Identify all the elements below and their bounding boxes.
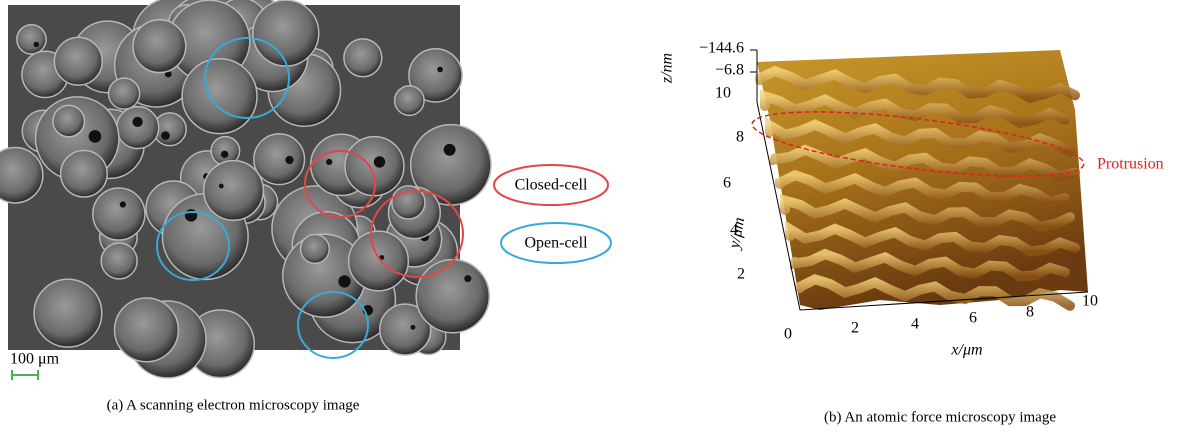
pore — [109, 78, 140, 109]
pore — [34, 279, 102, 347]
sem-image — [0, 0, 491, 378]
y-tick: 8 — [736, 129, 744, 146]
figure: Closed-cell Open-cell 100 μm (a) A scann… — [0, 0, 1195, 433]
z-tick: −144.6 — [699, 40, 744, 57]
x-tick: 6 — [969, 310, 977, 327]
pore — [204, 161, 264, 221]
caption-a: (a) A scanning electron microscopy image — [107, 397, 360, 413]
hole — [326, 159, 332, 165]
z-label: z/nm — [659, 53, 676, 84]
x-tick: 2 — [851, 320, 859, 337]
hole — [132, 117, 142, 127]
pore — [416, 260, 489, 333]
hole — [185, 209, 197, 221]
x-tick: 4 — [911, 316, 919, 333]
hole — [285, 156, 293, 164]
hole — [89, 130, 102, 143]
pore — [115, 298, 179, 362]
scale-bar — [12, 370, 38, 380]
hole — [120, 201, 126, 207]
hole — [374, 156, 385, 167]
scale-label: 100 μm — [10, 351, 60, 368]
hole — [338, 275, 350, 287]
pore — [53, 105, 84, 136]
pore — [300, 235, 329, 264]
pore — [61, 150, 108, 197]
legend-open: Open-cell — [524, 235, 588, 252]
hole — [219, 184, 224, 189]
pore — [253, 0, 319, 66]
pore — [54, 37, 102, 85]
pore — [93, 188, 145, 240]
y-tick: 4 — [730, 222, 738, 239]
hole — [410, 325, 415, 330]
pore — [117, 107, 159, 149]
hole — [437, 67, 443, 73]
pore — [344, 39, 382, 77]
hole — [34, 42, 39, 47]
legend-closed: Closed-cell — [515, 177, 588, 194]
hole — [464, 275, 471, 282]
annotation: Protrusion — [1097, 156, 1164, 173]
hole — [161, 131, 170, 140]
pore — [101, 243, 137, 279]
y-tick: 2 — [737, 266, 745, 283]
x-tick: 8 — [1026, 304, 1034, 321]
x-tick: 0 — [784, 326, 792, 343]
pore — [349, 231, 409, 291]
y-tick: 6 — [723, 175, 731, 192]
hole — [221, 151, 228, 158]
pore — [133, 20, 186, 73]
afm-surface — [757, 50, 1088, 310]
caption-b: (b) An atomic force microscopy image — [824, 409, 1056, 425]
pore — [182, 59, 257, 134]
pore — [395, 86, 424, 115]
hole — [444, 144, 456, 156]
x-tick: 10 — [1082, 293, 1098, 310]
x-label: x/μm — [950, 342, 982, 359]
pore — [17, 25, 46, 54]
pore — [254, 134, 305, 185]
z-tick: −6.8 — [715, 62, 744, 79]
y-tick: 10 — [715, 85, 731, 102]
